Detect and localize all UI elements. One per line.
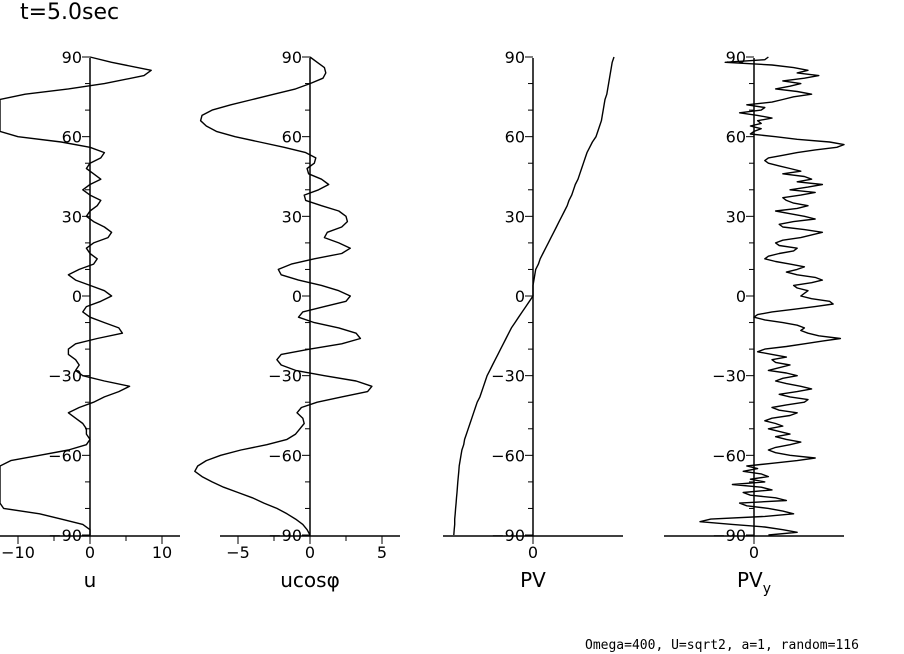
x-axis-label-pvy: PVy [737, 568, 771, 597]
y-tick-label-pvy: 0 [736, 287, 746, 306]
y-tick-label-pv: −60 [491, 446, 525, 465]
x-tick-label-u: 0 [85, 543, 95, 562]
x-tick-label-ucos: 0 [305, 543, 315, 562]
y-tick-label-u: −30 [48, 367, 82, 386]
x-tick-label-u: −10 [1, 543, 35, 562]
y-tick-label-u: −60 [48, 446, 82, 465]
series-line-u [0, 56, 152, 535]
y-tick-label-pv: −90 [491, 526, 525, 545]
y-tick-label-pvy: 60 [726, 128, 746, 147]
series-line-pv [453, 56, 615, 536]
y-tick-label-u: 90 [62, 48, 82, 67]
y-tick-label-u: −90 [48, 526, 82, 545]
panel-ucos: 90 60 30 0 −30 −60 −90 −5 0 5 ucosφ [194, 48, 400, 592]
x-tick-label-ucos: −5 [226, 543, 250, 562]
x-axis-label-subscript: y [763, 581, 771, 597]
y-tick-label-ucos: −60 [268, 446, 302, 465]
y-tick-label-pvy: −30 [712, 367, 746, 386]
x-tick-label-u: 10 [152, 543, 172, 562]
x-tick-label-ucos: 5 [377, 543, 387, 562]
x-tick-label-pvy: 0 [749, 543, 759, 562]
y-tick-label-pvy: −60 [712, 446, 746, 465]
y-tick-label-pv: 60 [505, 128, 525, 147]
y-tick-label-pvy: 30 [726, 207, 746, 226]
y-tick-label-pv: 90 [505, 48, 525, 67]
series-line-pvy [699, 56, 845, 536]
chart-title: t=5.0sec [20, 0, 120, 25]
panel-u: 90 60 30 0 −30 −60 −90 −10 0 10 u [0, 48, 180, 592]
y-tick-label-ucos: 60 [282, 128, 302, 147]
y-tick-label-pv: 0 [515, 287, 525, 306]
series-line-ucos [194, 56, 373, 536]
y-tick-label-ucos: 90 [282, 48, 302, 67]
y-tick-label-u: 0 [72, 287, 82, 306]
y-tick-label-ucos: −90 [268, 526, 302, 545]
footer-params: Omega=400, U=sqrt2, a=1, random=116 [585, 638, 859, 653]
x-axis-label-u: u [84, 568, 97, 592]
y-tick-label-pv: −30 [491, 367, 525, 386]
y-tick-label-u: 30 [62, 207, 82, 226]
x-axis-label-ucos: ucosφ [280, 568, 340, 592]
y-tick-label-u: 60 [62, 128, 82, 147]
y-tick-label-pvy: 90 [726, 48, 746, 67]
y-tick-label-ucos: 30 [282, 207, 302, 226]
y-tick-label-ucos: −30 [268, 367, 302, 386]
y-tick-label-pv: 30 [505, 207, 525, 226]
x-axis-label-pv: PV [520, 568, 546, 592]
y-tick-label-ucos: 0 [292, 287, 302, 306]
x-tick-label-pv: 0 [528, 543, 538, 562]
y-tick-label-pvy: −90 [712, 526, 746, 545]
